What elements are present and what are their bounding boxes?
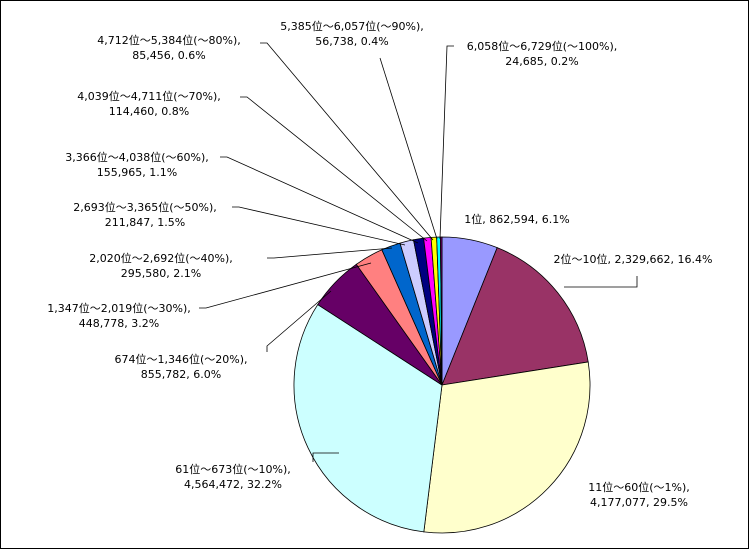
leader-line-7	[267, 247, 393, 259]
leader-line-5	[266, 290, 332, 352]
leader-line-13	[439, 45, 454, 240]
pie-slices	[293, 236, 591, 534]
data-label-13: 6,058位～6,729位(～100%), 24,685, 0.2%	[467, 39, 618, 68]
data-label-2: 2位～10位, 2,329,662, 16.4%	[554, 252, 713, 266]
data-label-8: 2,693位～3,365位(～50%), 211,847, 1.5%	[73, 200, 217, 229]
data-label-3: 11位～60位(～1%), 4,177,077, 29.5%	[588, 480, 690, 509]
data-label-5: 674位～1,346位(～20%), 855,782, 6.0%	[114, 352, 247, 381]
data-label-11: 4,712位～5,384位(～80%), 85,456, 0.6%	[97, 33, 241, 62]
leader-line-11	[260, 42, 434, 241]
data-label-9: 3,366位～4,038位(～60%), 155,965, 1.1%	[65, 150, 209, 179]
leader-line-4	[312, 452, 339, 462]
leader-line-2	[564, 276, 638, 288]
data-label-7: 2,020位～2,692位(～40%), 295,580, 2.1%	[89, 251, 233, 280]
slice-3	[423, 361, 591, 534]
leader-line-12	[379, 57, 438, 240]
leader-lines	[199, 42, 638, 462]
leader-line-9	[220, 156, 419, 244]
data-label-4: 61位～673位(～10%), 4,564,472, 32.2%	[175, 462, 291, 491]
data-labels: 1位, 862,594, 6.1% 2位～10位, 2,329,662, 16.4…	[47, 19, 712, 509]
data-label-6: 1,347位～2,019位(～30%), 448,778, 3.2%	[47, 301, 191, 330]
slice-2	[441, 247, 589, 386]
leader-line-10	[240, 96, 428, 242]
data-label-10: 4,039位～4,711位(～70%), 114,460, 0.8%	[77, 89, 221, 118]
leader-line-6	[199, 262, 372, 309]
data-label-12: 5,385位～6,057位(～90%), 56,738, 0.4%	[280, 19, 424, 48]
leader-line-8	[232, 206, 406, 246]
data-label-1: 1位, 862,594, 6.1%	[464, 212, 569, 226]
